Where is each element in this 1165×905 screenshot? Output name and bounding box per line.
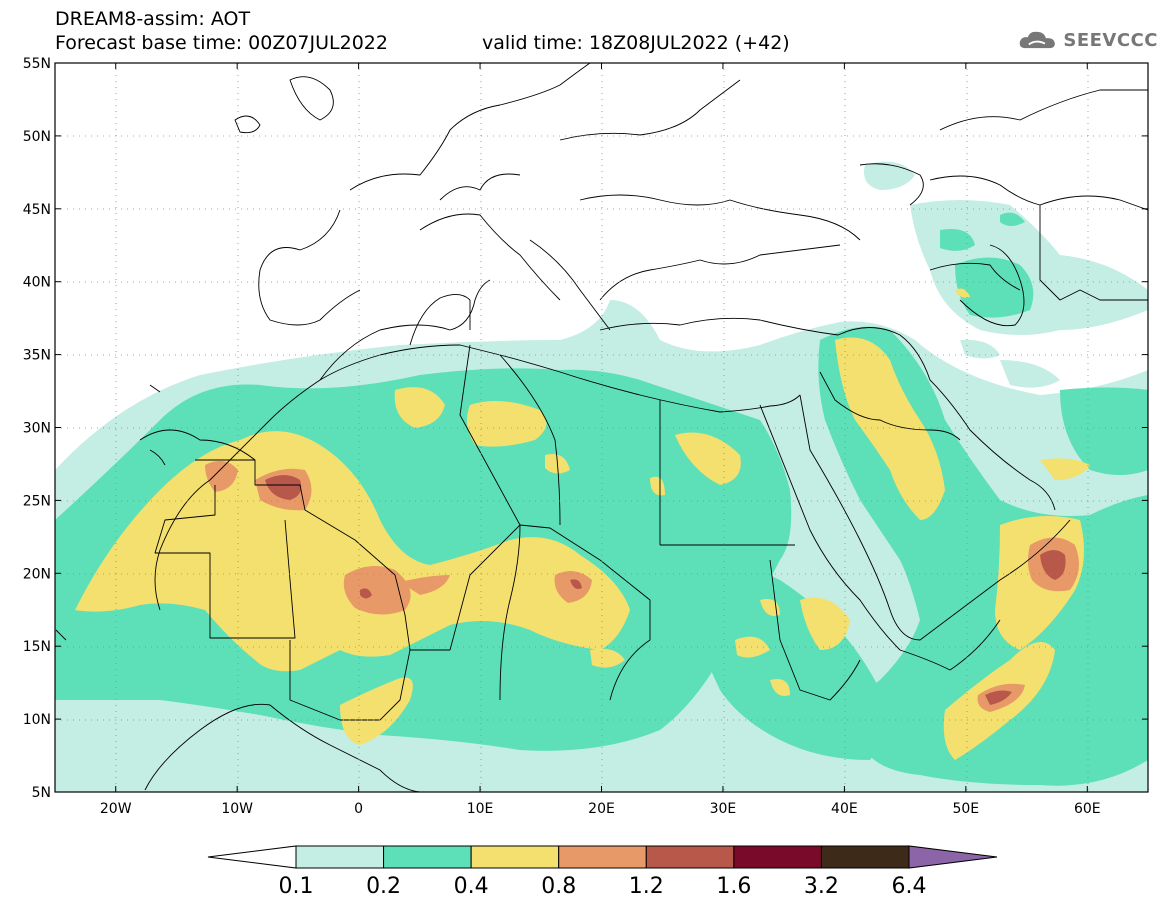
map-title: DREAM8-assim: AOT [55, 8, 251, 30]
colorbar-low-arrow [207, 845, 297, 869]
colorbar-label: 3.2 [804, 874, 839, 899]
valid-time: valid time: 18Z08JUL2022 (+42) [482, 32, 790, 54]
colorbar-high-arrow [908, 845, 998, 869]
colorbar-box [733, 845, 822, 869]
longitude-ticks: 20W 10W 0 10E 20E 30E 40E 50E 60E [100, 63, 1101, 817]
colorbar-label: 1.2 [629, 874, 664, 899]
lat-tick-label: 35N [23, 348, 51, 364]
lon-tick-label: 10E [467, 801, 494, 817]
lat-tick-label: 10N [23, 712, 51, 728]
graticule [55, 63, 1148, 792]
aot-field [55, 63, 1148, 792]
seevccc-logo: SEEVCCC [1018, 26, 1158, 54]
lat-tick-label: 30N [23, 421, 51, 437]
lat-tick-label: 15N [23, 639, 51, 655]
lat-tick-label: 5N [32, 785, 51, 801]
lat-tick-label: 50N [23, 129, 51, 145]
lon-tick-label: 30E [710, 801, 737, 817]
colorbar-label: 0.8 [541, 874, 576, 899]
lon-tick-label: 20W [100, 801, 132, 817]
lon-tick-label: 0 [354, 801, 363, 817]
colorbar-label: 0.2 [366, 874, 401, 899]
cloud-icon [1019, 31, 1055, 49]
country-borders [55, 63, 1148, 792]
colorbar-box [383, 845, 472, 869]
lon-tick-label: 10W [221, 801, 253, 817]
lat-tick-label: 55N [23, 56, 51, 72]
lat-tick-label: 45N [23, 202, 51, 218]
lat-tick-label: 25N [23, 493, 51, 509]
colorbar-label: 0.1 [279, 874, 314, 899]
lon-tick-label: 60E [1074, 801, 1101, 817]
lat-tick-label: 20N [23, 566, 51, 582]
colorbar-box [820, 845, 910, 869]
forecast-base-time: Forecast base time: 00Z07JUL2022 [55, 32, 388, 54]
lon-tick-label: 40E [831, 801, 858, 817]
colorbar-box [645, 845, 735, 869]
colorbar-box [295, 845, 385, 869]
aot-level-0-4 [75, 288, 1090, 760]
colorbar-box [558, 845, 647, 869]
aot-level-1-2 [265, 475, 1066, 705]
colorbar-box [470, 845, 560, 869]
lon-tick-label: 50E [952, 801, 979, 817]
lat-tick-label: 40N [23, 275, 51, 291]
lon-tick-label: 20E [588, 801, 615, 817]
latitude-ticks: 55N 50N 45N 40N 35N 30N 25N 20N 15N 10N 5N [23, 56, 1148, 801]
colorbar: 0.1 0.2 0.4 0.8 1.2 1.6 3.2 6.4 [207, 845, 998, 899]
colorbar-label: 6.4 [892, 874, 927, 899]
colorbar-label: 1.6 [716, 874, 751, 899]
logo-text: SEEVCCC [1063, 29, 1158, 51]
colorbar-label: 0.4 [454, 874, 489, 899]
